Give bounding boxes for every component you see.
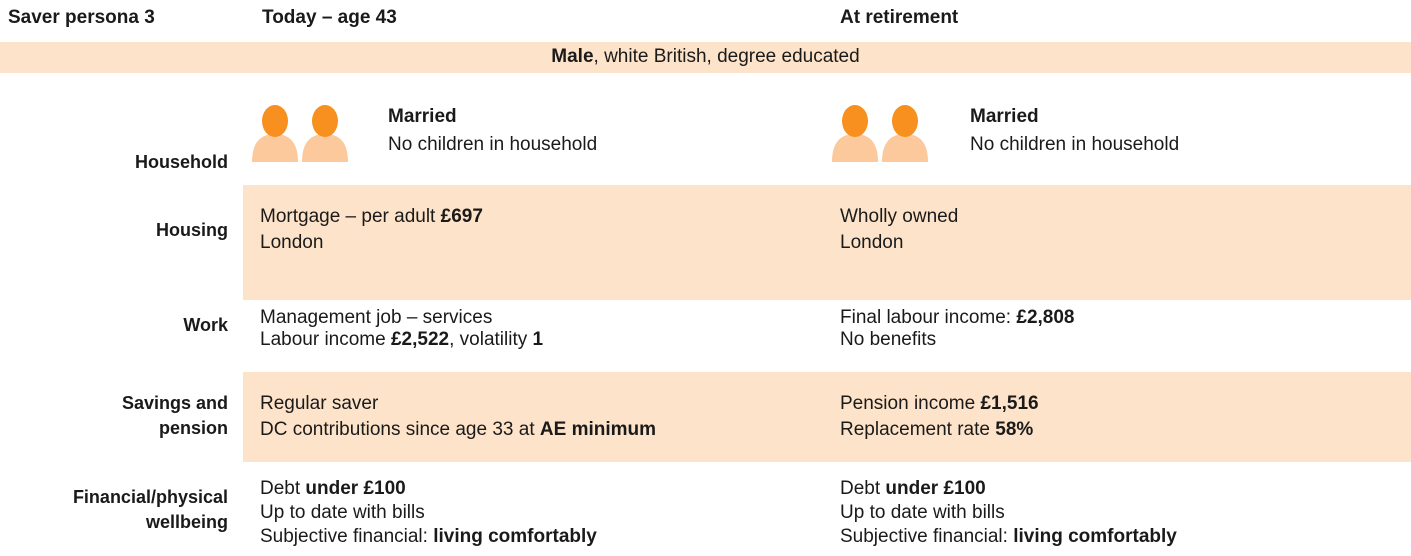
retirement-line: London [840, 231, 903, 255]
retirement-line: Subjective financial: living comfortably [840, 525, 1177, 549]
text-run: Debt [260, 478, 306, 499]
text-run: Management job – services [260, 307, 493, 328]
text-run: £2,522 [390, 329, 450, 350]
banner [0, 42, 1411, 73]
persona-title: Saver persona 3 [8, 7, 155, 28]
people-icon [832, 105, 928, 162]
text-run: under £100 [305, 478, 406, 499]
text-run: , white British, degree educated [593, 46, 860, 67]
today-line: Debt under £100 [260, 477, 406, 501]
text-run: Mortgage – per adult [260, 206, 441, 227]
text-run: Married [970, 106, 1039, 127]
retirement-line: Debt under £100 [840, 477, 986, 501]
text-run: £697 [440, 206, 483, 227]
text-run: Debt [840, 478, 886, 499]
today-line: Regular saver [260, 392, 378, 416]
text-run: Final labour income: [840, 307, 1017, 328]
row-label: Work [183, 315, 228, 335]
retirement-heading: At retirement [840, 7, 959, 28]
today-line: London [260, 231, 323, 255]
text-run: Pension income [840, 393, 981, 414]
row-label: Household [135, 152, 228, 172]
text-run: , volatility [449, 329, 533, 350]
retirement-line: Wholly owned [840, 205, 958, 229]
today-line: Management job – services [260, 306, 492, 330]
text-run: No children in household [388, 134, 598, 155]
text-run: No benefits [840, 329, 937, 350]
row-label: Savings and [121, 393, 228, 413]
today-line: Up to date with bills [260, 501, 425, 525]
today-line: Married [388, 105, 457, 129]
text-run: AE minimum [539, 419, 657, 440]
text-run: under £100 [885, 478, 986, 499]
text-run: Regular saver [260, 393, 379, 414]
banner-text: Male, white British, degree educated [0, 45, 1411, 69]
today-heading: Today – age 43 [262, 7, 397, 28]
text-run: £1,516 [980, 393, 1039, 414]
retirement-line: Replacement rate 58% [840, 418, 1033, 442]
today-line: No children in household [388, 133, 597, 157]
retirement-line: No children in household [970, 133, 1179, 157]
retirement-line: Up to date with bills [840, 501, 1005, 525]
text-run: London [260, 232, 324, 253]
row-label: pension [158, 418, 228, 438]
text-run: living comfortably [433, 526, 597, 547]
text-run: Replacement rate [840, 419, 996, 440]
text-run: Married [388, 106, 457, 127]
text-run: Subjective financial: [840, 526, 1014, 547]
row-label: Housing [156, 220, 228, 240]
row-label: Financial/physical [72, 487, 228, 507]
retirement-line: Married [970, 105, 1039, 129]
row-band [243, 372, 1411, 462]
today-line: DC contributions since age 33 at AE mini… [260, 418, 656, 442]
text-run: Up to date with bills [260, 502, 425, 523]
today-line: Subjective financial: living comfortably [260, 525, 597, 549]
text-run: DC contributions since age 33 at [260, 419, 540, 440]
text-run: £2,808 [1016, 307, 1075, 328]
text-run: 58% [995, 419, 1034, 440]
text-run: Wholly owned [840, 206, 959, 227]
retirement-line: Pension income £1,516 [840, 392, 1039, 416]
today-line: Mortgage – per adult £697 [260, 205, 483, 229]
retirement-line: No benefits [840, 328, 936, 352]
text-run: Labour income [260, 329, 391, 350]
today-line: Labour income £2,522, volatility 1 [260, 328, 543, 352]
people-icon [252, 105, 348, 162]
text-run: Subjective financial: [260, 526, 434, 547]
row-label: wellbeing [145, 512, 228, 532]
text-run: Male [551, 46, 594, 67]
text-run: Up to date with bills [840, 502, 1005, 523]
text-run: living comfortably [1013, 526, 1177, 547]
text-run: No children in household [970, 134, 1180, 155]
retirement-line: Final labour income: £2,808 [840, 306, 1075, 330]
text-run: London [840, 232, 904, 253]
row-band [243, 185, 1411, 300]
text-run: 1 [532, 329, 544, 350]
